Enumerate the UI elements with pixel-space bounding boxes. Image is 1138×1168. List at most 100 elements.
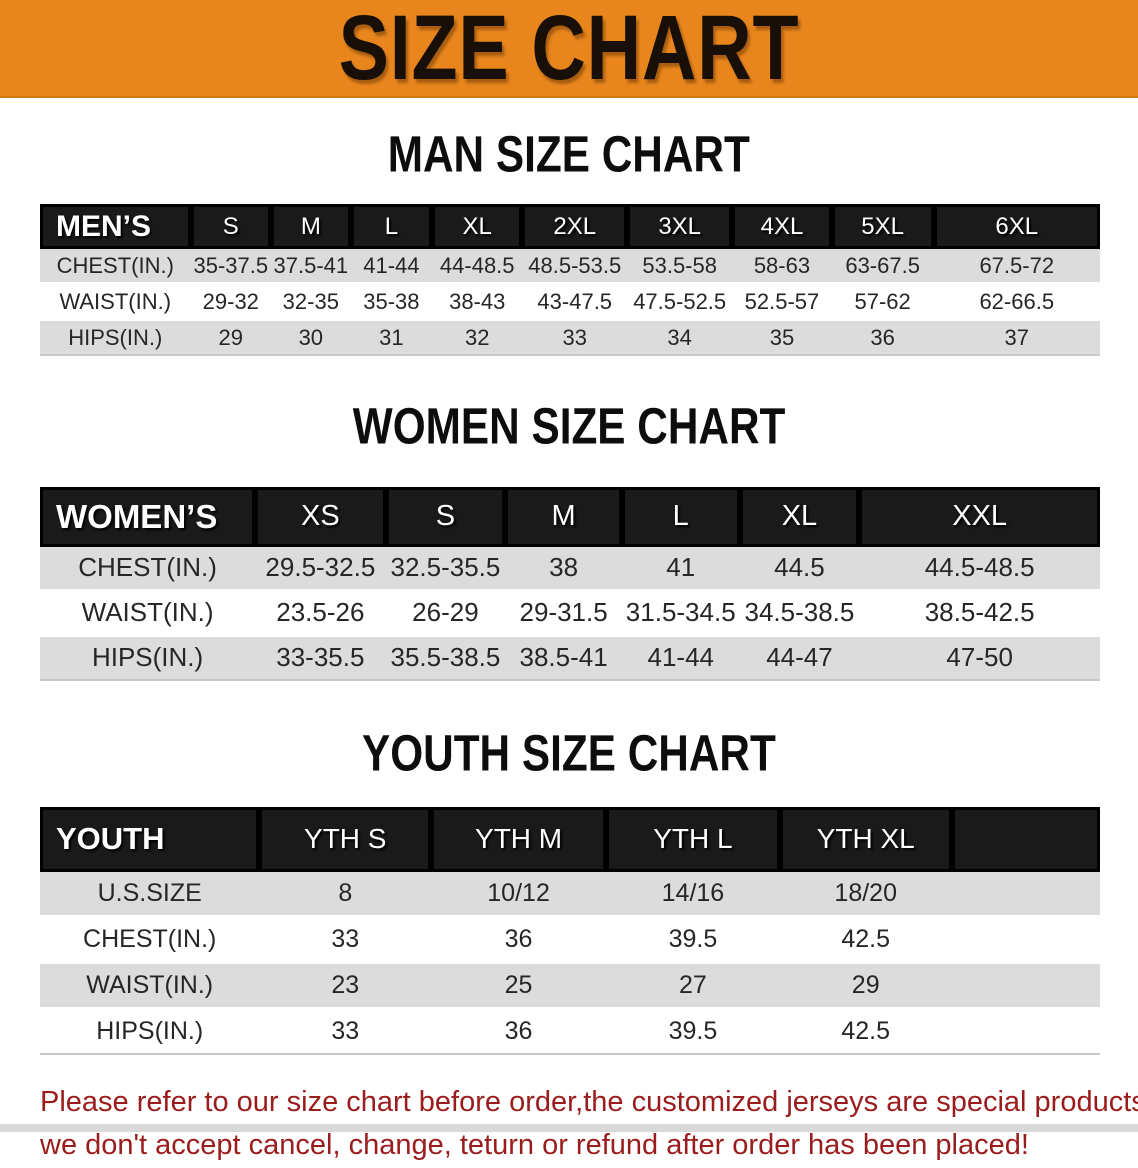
size-column-header: 5XL [831, 204, 934, 250]
size-value-cell: 27 [606, 962, 780, 1010]
size-value-cell: 36 [831, 319, 934, 357]
table-header-row: WOMEN’S XS S M L XL XXL [40, 486, 1100, 547]
size-value-cell: 39.5 [606, 916, 780, 964]
size-value-cell: 52.5-57 [732, 283, 832, 322]
size-value-cell: 31.5-34.5 [621, 590, 740, 637]
size-value-cell: 37 [933, 319, 1100, 357]
size-value-cell: 25 [431, 962, 607, 1010]
size-value-cell: 23 [259, 962, 432, 1010]
size-value-cell: 47-50 [859, 635, 1100, 681]
women-size-chart-heading-text: WOMEN SIZE CHART [352, 397, 786, 455]
header-filler-cell [951, 806, 1100, 872]
row-filler-cell [951, 962, 1100, 1010]
men-size-table: MEN’S S M L XL 2XL 3XL 4XL 5XL 6XL CHEST(IN.) 35-37… [40, 204, 1100, 357]
size-column-header: S [385, 486, 506, 547]
size-value-cell: 38.5-41 [505, 635, 622, 681]
size-column-header: L [621, 486, 740, 547]
size-value-cell: 8 [259, 871, 432, 918]
man-size-chart-heading: MAN SIZE CHART [0, 125, 1138, 183]
size-value-cell: 62-66.5 [933, 283, 1100, 322]
size-column-header: M [505, 486, 622, 547]
size-column-header: YTH S [259, 806, 432, 872]
table-title-cell: WOMEN’S [40, 486, 256, 547]
size-value-cell: 32-35 [271, 283, 351, 322]
size-value-cell: 26-29 [385, 590, 506, 637]
size-value-cell: 39.5 [606, 1008, 780, 1055]
size-value-cell: 38-43 [432, 283, 523, 322]
size-value-cell: 38.5-42.5 [859, 590, 1100, 637]
bottom-gray-strip [0, 1124, 1138, 1132]
row-filler-cell [951, 1008, 1100, 1055]
row-label-cell: HIPS(IN.) [40, 1008, 260, 1055]
size-value-cell: 29-32 [190, 283, 272, 322]
size-value-cell: 58-63 [732, 249, 832, 286]
size-value-cell: 18/20 [779, 871, 952, 918]
row-filler-cell [951, 916, 1100, 964]
women-size-chart-heading: WOMEN SIZE CHART [0, 397, 1138, 455]
size-value-cell: 33 [522, 319, 628, 357]
size-value-cell: 35-38 [350, 283, 433, 322]
size-column-header: YTH M [431, 806, 607, 872]
table-row: U.S.SIZE 8 10/12 14/16 18/20 [40, 871, 1100, 918]
order-notice-line-1: Please refer to our size chart before or… [40, 1085, 1138, 1118]
size-value-cell: 30 [271, 319, 351, 357]
size-value-cell: 34 [627, 319, 733, 357]
size-value-cell: 42.5 [779, 916, 952, 964]
size-value-cell: 44.5-48.5 [859, 546, 1100, 592]
size-column-header: YTH XL [779, 806, 952, 872]
size-value-cell: 44-47 [739, 635, 860, 681]
size-value-cell: 44.5 [739, 546, 860, 592]
size-value-cell: 41-44 [350, 249, 433, 286]
size-value-cell: 23.5-26 [255, 590, 386, 637]
row-label-cell: HIPS(IN.) [40, 319, 191, 357]
size-value-cell: 14/16 [606, 871, 780, 918]
row-label-cell: CHEST(IN.) [40, 249, 191, 286]
row-label-cell: HIPS(IN.) [40, 635, 256, 681]
size-column-header: XL [739, 486, 860, 547]
size-value-cell: 63-67.5 [831, 249, 934, 286]
size-value-cell: 38 [505, 546, 622, 592]
size-value-cell: 32.5-35.5 [385, 546, 506, 592]
size-column-header: XL [432, 204, 523, 250]
size-column-header: S [190, 204, 272, 250]
size-chart-banner: SIZE CHART [0, 0, 1138, 98]
table-row: CHEST(IN.) 29.5-32.5 32.5-35.5 38 41 44.5 44.5… [40, 546, 1100, 592]
size-column-header: 3XL [627, 204, 733, 250]
size-value-cell: 29-31.5 [505, 590, 622, 637]
size-column-header: YTH L [606, 806, 780, 872]
size-value-cell: 36 [431, 916, 607, 964]
size-value-cell: 29 [190, 319, 272, 357]
size-value-cell: 42.5 [779, 1008, 952, 1055]
row-label-cell: CHEST(IN.) [40, 546, 256, 592]
size-value-cell: 57-62 [831, 283, 934, 322]
size-value-cell: 31 [350, 319, 433, 357]
size-value-cell: 29.5-32.5 [255, 546, 386, 592]
size-column-header: XXL [859, 486, 1100, 547]
size-column-header: 2XL [522, 204, 628, 250]
size-value-cell: 33 [259, 916, 432, 964]
table-row: CHEST(IN.) 35-37.5 37.5-41 41-44 44-48.5 48.5… [40, 249, 1100, 286]
size-value-cell: 47.5-52.5 [627, 283, 733, 322]
youth-size-table: YOUTH YTH S YTH M YTH L YTH XL U.S.SIZE 8 10/12… [40, 806, 1100, 1055]
size-value-cell: 41 [621, 546, 740, 592]
youth-size-chart-heading: YOUTH SIZE CHART [0, 726, 1138, 779]
size-column-header: 6XL [933, 204, 1100, 250]
size-value-cell: 10/12 [431, 871, 607, 918]
table-title-cell: YOUTH [40, 806, 260, 872]
size-value-cell: 35.5-38.5 [385, 635, 506, 681]
size-value-cell: 35-37.5 [190, 249, 272, 286]
row-label-cell: CHEST(IN.) [40, 916, 260, 964]
size-value-cell: 41-44 [621, 635, 740, 681]
table-row: WAIST(IN.) 23.5-26 26-29 29-31.5 31.5-34.5 34… [40, 590, 1100, 637]
table-row: HIPS(IN.) 29 30 31 32 33 34 35 36 37 [40, 319, 1100, 357]
table-row: HIPS(IN.) 33-35.5 35.5-38.5 38.5-41 41-44 44-… [40, 635, 1100, 681]
size-value-cell: 35 [732, 319, 832, 357]
row-label-cell: WAIST(IN.) [40, 962, 260, 1010]
size-column-header: L [350, 204, 433, 250]
size-column-header: XS [255, 486, 386, 547]
table-row: WAIST(IN.) 29-32 32-35 35-38 38-43 43-47.5 47.… [40, 283, 1100, 322]
man-size-chart-heading-text: MAN SIZE CHART [387, 125, 751, 183]
row-label-cell: WAIST(IN.) [40, 590, 256, 637]
size-column-header: M [271, 204, 351, 250]
row-label-cell: WAIST(IN.) [40, 283, 191, 322]
